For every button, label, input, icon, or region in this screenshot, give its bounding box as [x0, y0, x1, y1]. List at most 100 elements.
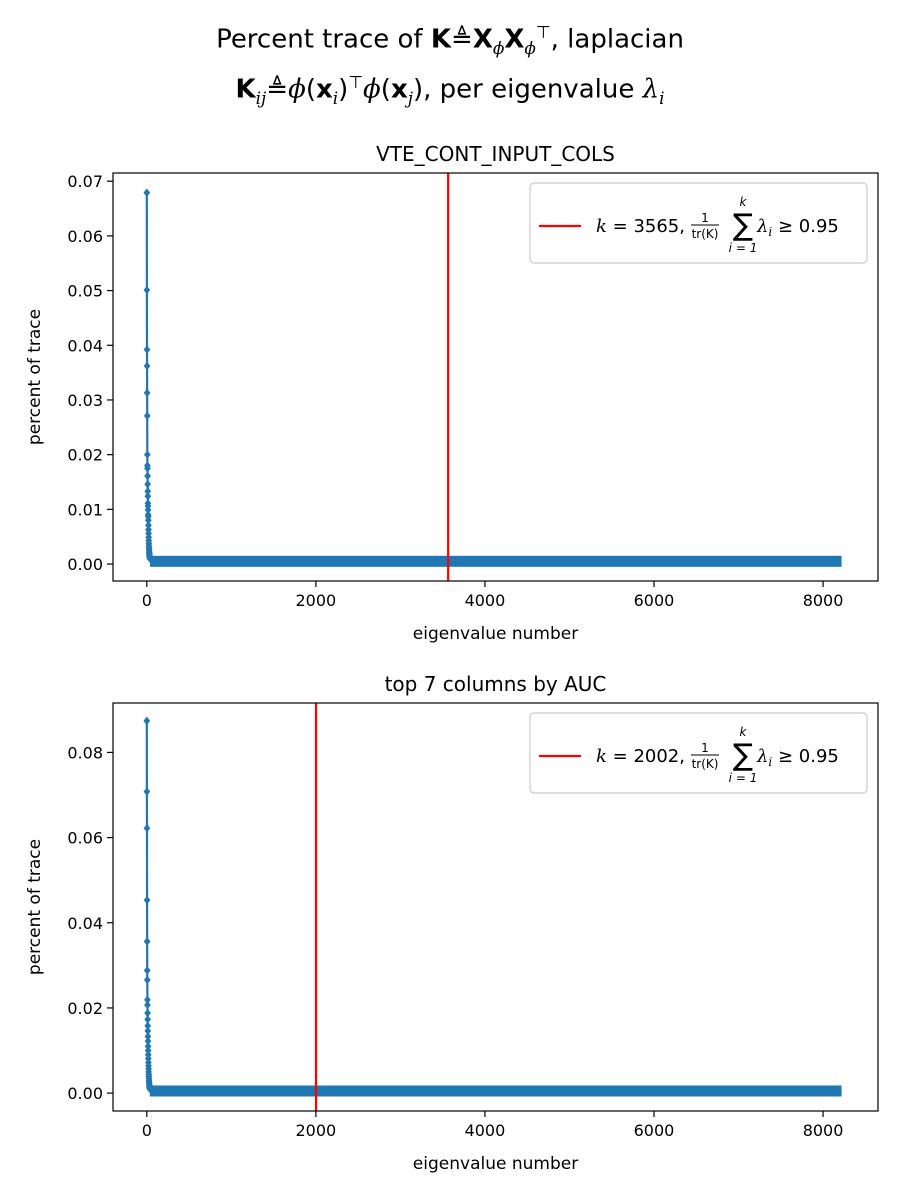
- data-point: [143, 895, 151, 905]
- title-phi-subscript: ϕ: [492, 37, 505, 58]
- y-axis-label: percent of trace: [25, 839, 45, 975]
- data-point: [143, 966, 151, 975]
- data-point: [143, 388, 151, 398]
- title2-x-subscript-2: j: [407, 87, 413, 108]
- subplot-1: VTE_CONT_INPUT_COLS 0 2000 4000 6000 8000 0.00…: [25, 142, 879, 644]
- x-tick-label: 0: [142, 591, 152, 610]
- title2-phi: ϕ: [288, 74, 306, 105]
- data-point: [143, 411, 151, 421]
- data-point: [144, 492, 152, 501]
- title2-x: x: [315, 74, 333, 105]
- data-point: [143, 975, 151, 985]
- y-axis-label: percent of trace: [25, 309, 45, 445]
- data-point: [144, 995, 151, 1005]
- marker-band: [149, 1085, 842, 1097]
- data-point: [146, 1084, 154, 1094]
- y-tick-label: 0.06: [67, 829, 103, 848]
- data-point: [144, 1015, 152, 1024]
- legend-lambda: λi ≥ 0.95: [756, 746, 839, 769]
- y-tick-label: 0.00: [67, 555, 103, 574]
- legend-lambda-symbol: λ: [756, 746, 768, 767]
- title2-x-2: x: [390, 74, 408, 105]
- x-tick-label: 6000: [634, 1121, 675, 1140]
- data-point: [144, 471, 151, 481]
- x-tick-label: 4000: [465, 591, 506, 610]
- data-point: [143, 824, 151, 833]
- y-tick-label: 0.01: [67, 500, 103, 519]
- title-transpose-symbol: ⊤: [535, 22, 551, 42]
- title2-lambda-subscript: i: [659, 87, 665, 108]
- data-point: [144, 516, 152, 525]
- y-tick-label: 0.05: [67, 282, 103, 301]
- title2-eq-symbol: ≜: [266, 74, 289, 105]
- title-x-symbol-2: X: [504, 24, 525, 55]
- legend-sum-top: k: [740, 725, 748, 739]
- title2-lambda: λ: [642, 74, 660, 105]
- title2-x-subscript: i: [332, 87, 339, 108]
- data-point: [143, 937, 151, 946]
- x-tick-label: 8000: [803, 1121, 844, 1140]
- y-tick-label: 0.06: [67, 227, 103, 246]
- axes-frame: [112, 702, 879, 1112]
- title2-middle: , per eigenvalue: [423, 74, 643, 105]
- legend-lambda-sub: i: [768, 225, 772, 239]
- title2-paren: (: [305, 74, 316, 105]
- title2-paren-2: (: [380, 74, 391, 105]
- x-tick-label: 2000: [296, 591, 337, 610]
- data-point: [144, 487, 152, 496]
- y-tick-label: 0.03: [67, 391, 103, 410]
- title-k-symbol: K: [430, 24, 452, 55]
- data-point: [144, 1000, 151, 1010]
- data-point: [144, 505, 152, 515]
- title2-paren-close: ): [338, 74, 349, 105]
- legend-sum-top: k: [740, 195, 748, 209]
- legend-box: [529, 712, 868, 794]
- data-point: [144, 1021, 152, 1031]
- legend-frac-num: 1: [701, 211, 709, 225]
- data-point: [143, 361, 151, 371]
- title2-k-subscript: ij: [255, 87, 267, 108]
- x-axis-label: eigenvalue number: [413, 624, 578, 644]
- data-point: [144, 479, 152, 489]
- legend-relation: ≥ 0.95: [772, 746, 839, 767]
- y-tick-label: 0.02: [67, 446, 103, 465]
- data-point: [144, 1036, 152, 1046]
- title2-paren-close-2: ): [412, 74, 424, 105]
- data-point: [143, 716, 151, 726]
- legend-sum-bottom: i = 1: [729, 771, 758, 785]
- legend-frac-num: 1: [701, 741, 709, 755]
- legend-label: k = 2002,: [596, 746, 685, 767]
- y-tick-label: 0.08: [67, 743, 103, 762]
- title-suffix: , laplacian: [550, 24, 684, 55]
- x-tick-label: 6000: [634, 591, 675, 610]
- title2-transpose: ⊤: [348, 72, 364, 92]
- y-tick-label: 0.07: [67, 172, 103, 191]
- legend-label: k = 3565,: [596, 216, 685, 237]
- figure-title-line-2: Kij≜ϕ(xi)⊤ϕ(xj), per eigenvalue λi: [0, 72, 900, 108]
- title2-phi-2: ϕ: [363, 74, 381, 105]
- x-tick-label: 8000: [803, 591, 844, 610]
- data-point: [143, 450, 151, 459]
- axes-frame: [112, 172, 879, 582]
- legend-frac-den: tr(K): [692, 757, 719, 771]
- title-phi-subscript-2: ϕ: [524, 37, 536, 58]
- y-tick-label: 0.00: [67, 1084, 103, 1103]
- x-axis-label: eigenvalue number: [413, 1154, 578, 1174]
- y-tick-label: 0.04: [67, 336, 103, 355]
- legend-sum-symbol: ∑: [733, 738, 753, 773]
- x-tick-label: 4000: [465, 1121, 506, 1140]
- y-tick-label: 0.02: [67, 999, 103, 1018]
- title-eq-symbol: ≜: [451, 24, 473, 55]
- x-tick-label: 0: [142, 1121, 152, 1140]
- data-point: [143, 188, 151, 197]
- title-x-symbol: X: [472, 24, 493, 55]
- legend-sum-bottom: i = 1: [729, 241, 758, 255]
- legend-k-value: = 2002,: [607, 746, 685, 767]
- legend-k: k: [596, 746, 607, 767]
- x-tick-label: 2000: [296, 1121, 337, 1140]
- marker-band: [149, 555, 842, 567]
- legend-lambda-symbol: λ: [756, 216, 768, 237]
- legend-k-value: = 3565,: [607, 216, 685, 237]
